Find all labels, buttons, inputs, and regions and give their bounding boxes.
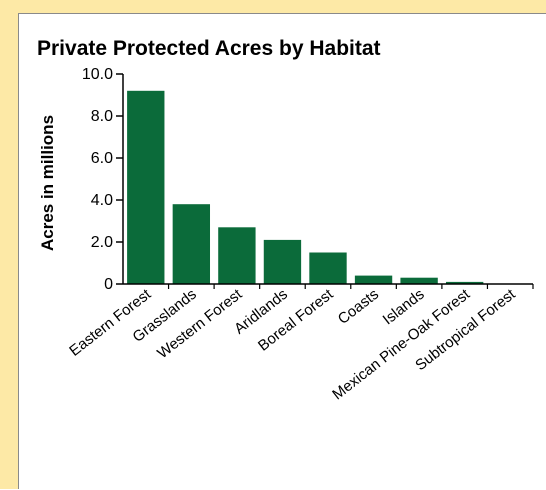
bar — [127, 90, 165, 284]
y-tick-label: 2.0 — [91, 234, 113, 251]
y-ticks-group: 10.0 8.0 6.0 4.0 2.0 0 — [82, 66, 123, 293]
y-tick-label: 6.0 — [91, 150, 113, 167]
x-category-label: Coasts — [335, 286, 382, 328]
y-tick-label: 0 — [104, 276, 113, 293]
bar — [309, 252, 347, 284]
y-tick-label: 10.0 — [82, 66, 113, 83]
y-tick-label: 4.0 — [91, 192, 113, 209]
bar — [263, 239, 302, 284]
bar — [218, 227, 256, 284]
bar — [354, 275, 393, 284]
y-axis-label: Acres in millions — [38, 115, 57, 251]
bar — [400, 277, 438, 284]
chart-title: Private Protected Acres by Habitat — [37, 37, 381, 60]
bars-group — [127, 90, 529, 285]
y-tick-label: 8.0 — [91, 108, 113, 125]
bar — [172, 204, 211, 284]
axes-group — [122, 74, 534, 289]
bar-chart: Private Protected Acres by Habitat Acres… — [37, 37, 534, 403]
chart-panel: Private Protected Acres by Habitat Acres… — [18, 13, 546, 489]
bar — [445, 281, 484, 284]
